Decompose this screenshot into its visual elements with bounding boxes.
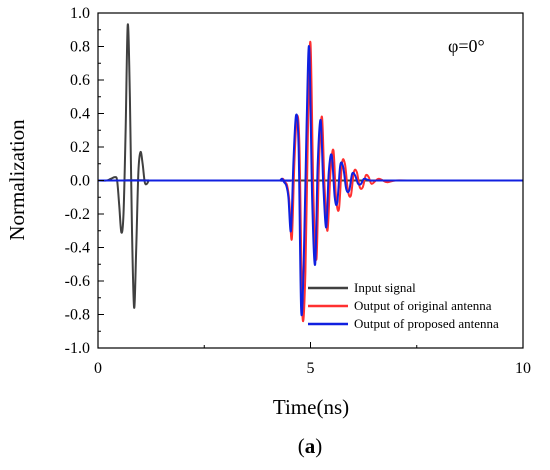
y-tick-label: 0.6 [70, 72, 90, 89]
y-tick-label: 1.0 [70, 5, 90, 22]
y-tick-label: 0.8 [70, 39, 90, 56]
legend-label-proposed: Output of proposed antenna [354, 316, 499, 331]
x-axis-ticks: 0 5 10 [94, 342, 531, 377]
y-tick-label: -0.4 [65, 240, 90, 257]
x-tick-label: 10 [515, 360, 531, 377]
y-tick-label: -0.6 [65, 273, 90, 290]
caption-letter: a [305, 434, 316, 458]
y-tick-label: -0.8 [65, 307, 90, 324]
y-tick-label: -0.2 [65, 206, 90, 223]
y-axis-ticks: -1.0 -0.8 -0.6 -0.4 -0.2 0.0 0.2 0.4 0.6 0.8 1.0 [65, 5, 104, 357]
series-proposed-antenna [98, 45, 523, 317]
y-axis-title: Normalization [5, 119, 29, 241]
plot-area: -1.0 -0.8 -0.6 -0.4 -0.2 0.0 0.2 0.4 0.6 0.8 1.0 0… [65, 5, 531, 377]
phi-annotation: φ=0° [448, 36, 485, 56]
series-original-antenna [98, 40, 523, 323]
y-tick-label: 0.2 [70, 139, 90, 156]
y-tick-label: 0.0 [70, 173, 90, 190]
legend-label-original: Output of original antenna [354, 298, 492, 313]
y-tick-label: 0.4 [70, 106, 90, 123]
x-tick-label: 5 [307, 360, 315, 377]
x-tick-label: 0 [94, 360, 102, 377]
legend-label-input: Input signal [354, 280, 416, 295]
caption-close: ) [315, 434, 322, 458]
x-axis-title: Time(ns) [273, 395, 349, 419]
legend: Input signal Output of original antenna … [308, 280, 499, 331]
caption-open: ( [298, 434, 305, 458]
series-layer [97, 23, 523, 323]
figure-caption: (a) [298, 434, 323, 458]
y-tick-label: -1.0 [65, 340, 90, 357]
